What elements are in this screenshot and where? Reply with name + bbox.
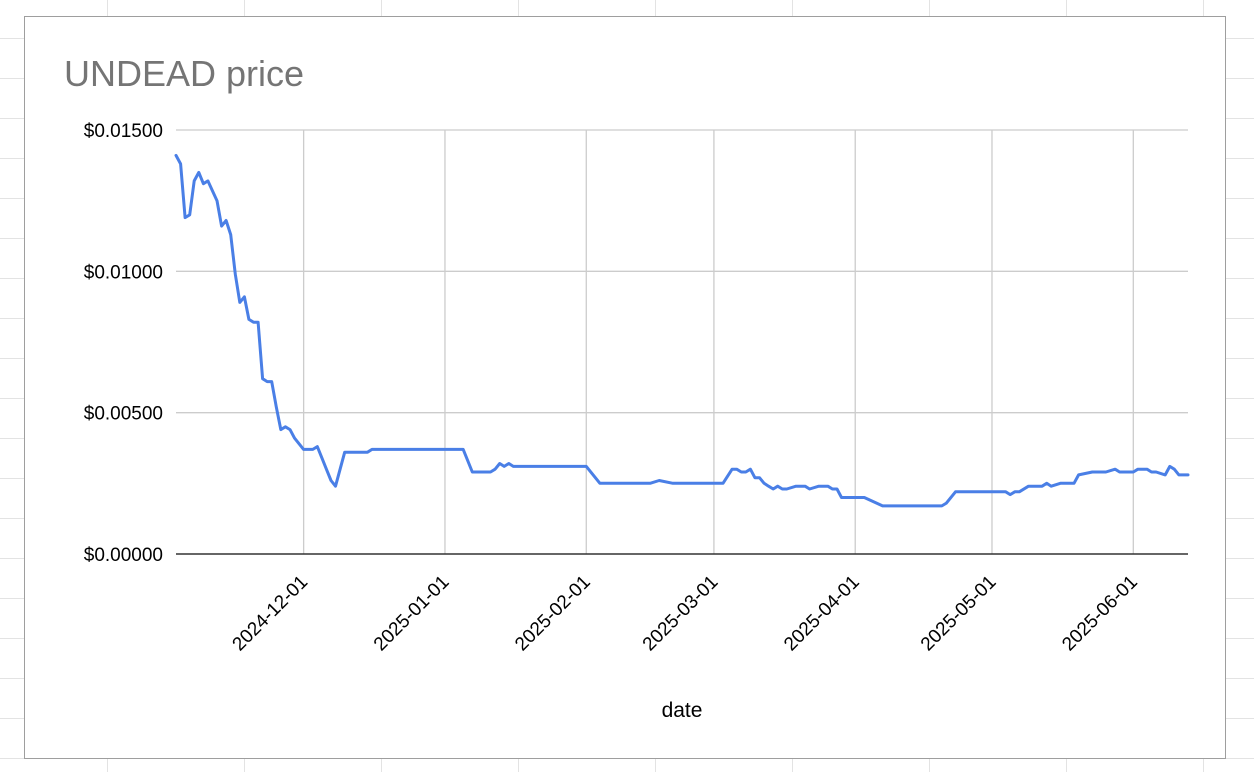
- x-axis-tick-labels: 2024-12-01 2025-01-01 2025-02-01 2025-03-01…: [229, 572, 1142, 656]
- x-tick-label: 2025-02-01: [511, 572, 595, 656]
- x-tick-label: 2025-06-01: [1058, 572, 1142, 656]
- x-axis-label: date: [662, 699, 703, 722]
- y-tick-label: $0.00500: [84, 404, 163, 425]
- y-axis-tick-labels: $0.00000 $0.00500 $0.01000 $0.01500: [84, 121, 163, 566]
- x-tick-label: 2025-01-01: [370, 572, 454, 656]
- x-tick-label: 2025-05-01: [917, 572, 1001, 656]
- gridlines: [176, 129, 1188, 554]
- x-tick-label: 2024-12-01: [229, 572, 313, 656]
- y-tick-label: $0.01500: [84, 121, 163, 142]
- x-tick-label: 2025-04-01: [780, 572, 864, 656]
- price-series-line: [174, 153, 1190, 508]
- chart-card: UNDEAD price: [24, 16, 1226, 759]
- x-tick-label: 2025-03-01: [639, 572, 723, 656]
- chart-title: UNDEAD price: [64, 53, 305, 94]
- y-tick-label: $0.00000: [84, 545, 163, 566]
- y-tick-label: $0.01000: [84, 262, 163, 283]
